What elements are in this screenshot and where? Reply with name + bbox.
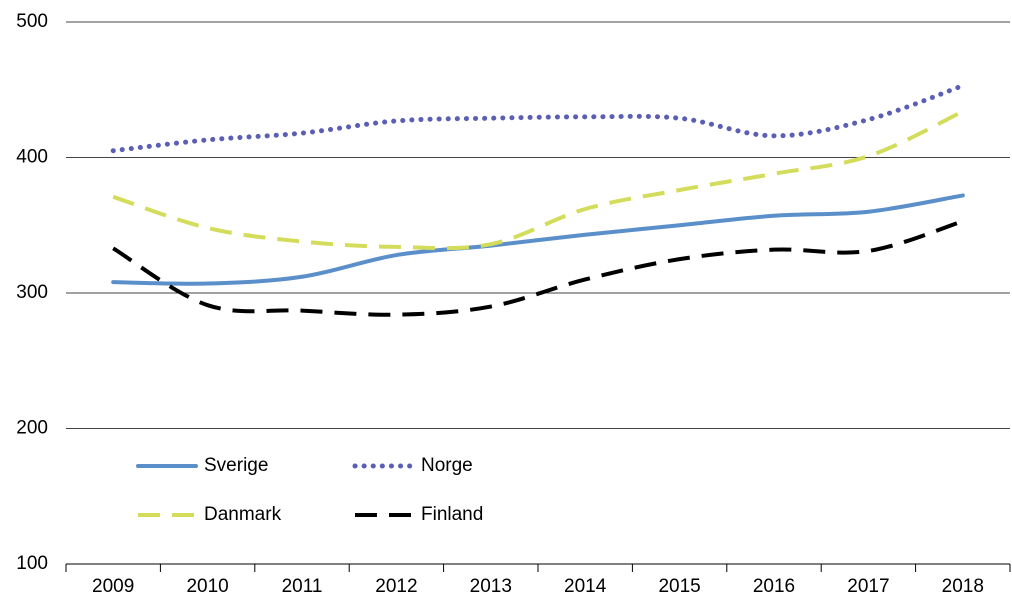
legend-label: Norge	[421, 455, 473, 476]
series-line	[111, 193, 965, 286]
x-tick-label: 2016	[753, 576, 795, 597]
y-tick-label: 500	[16, 11, 48, 32]
series-line	[112, 109, 964, 251]
y-tick-label: 400	[16, 147, 48, 168]
legend-label: Sverige	[204, 455, 268, 476]
x-tick-label: 2015	[658, 576, 700, 597]
x-tick-label: 2012	[375, 576, 417, 597]
y-tick-label: 200	[16, 418, 48, 439]
x-tick-label: 2011	[282, 576, 323, 597]
y-tick-label: 300	[16, 282, 48, 303]
y-tick-label: 100	[16, 553, 48, 574]
x-tick-label: 2018	[942, 576, 984, 597]
series-line	[110, 83, 966, 154]
legend-label: Finland	[421, 504, 483, 525]
x-tick-label: 2014	[564, 576, 607, 597]
series-line	[112, 219, 964, 317]
x-tick-label: 2009	[92, 576, 134, 597]
x-tick-label: 2010	[186, 576, 228, 597]
x-tick-label: 2017	[847, 576, 889, 597]
x-tick-label: 2013	[470, 576, 512, 597]
legend-label: Danmark	[204, 504, 282, 525]
